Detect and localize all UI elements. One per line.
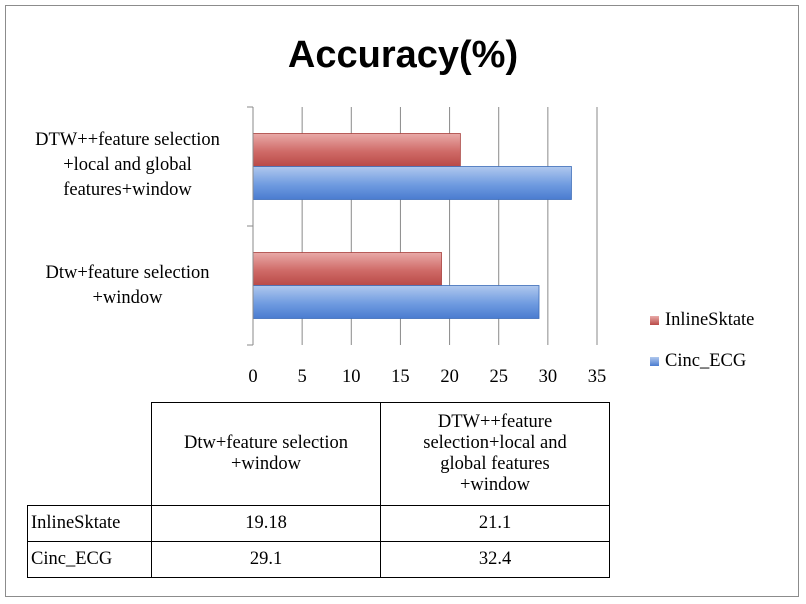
chart-title: Accuracy(%)	[287, 34, 519, 76]
table-row: InlineSktate 19.18 21.1	[27, 505, 610, 542]
bar-cinc-ecg	[252, 285, 540, 319]
category-label-line: +local and global	[63, 155, 192, 175]
chart-frame	[5, 5, 799, 597]
x-tick-label: 10	[342, 367, 361, 387]
table-header-cell: DTW++feature selection+local and global …	[380, 402, 610, 506]
table-row-label: InlineSktate	[27, 505, 152, 542]
data-table: Dtw+feature selection +window DTW++featu…	[27, 402, 610, 578]
x-tick-label: 0	[248, 367, 257, 387]
x-tick-label: 20	[440, 367, 459, 387]
x-tick-label: 15	[391, 367, 410, 387]
bar-inlinesktate	[252, 133, 461, 167]
x-tick-label: 30	[539, 367, 558, 387]
table-row-label: Cinc_ECG	[27, 541, 152, 578]
table-cell: 32.4	[380, 541, 610, 578]
tick-labels: 0 5 10 15 20 25 30 35	[248, 367, 606, 387]
table-cell: 29.1	[151, 541, 381, 578]
legend-label: InlineSktate	[665, 310, 755, 330]
category-label-line: +window	[92, 288, 163, 308]
category-label-line: Dtw+feature selection	[45, 263, 210, 283]
legend-swatch	[650, 315, 659, 325]
bars	[252, 133, 572, 319]
x-tick-label: 5	[298, 367, 307, 387]
bar-inlinesktate	[252, 252, 442, 286]
table-cell: 21.1	[380, 505, 610, 542]
legend-swatch	[650, 356, 659, 366]
x-tick-label: 25	[489, 367, 508, 387]
table-corner-cell	[27, 402, 152, 506]
table-header-row: Dtw+feature selection +window DTW++featu…	[27, 402, 610, 506]
category-label-line: features+window	[63, 180, 192, 200]
axes	[247, 106, 254, 346]
table-cell: 19.18	[151, 505, 381, 542]
bar-cinc-ecg	[252, 166, 572, 200]
legend-label: Cinc_ECG	[665, 351, 747, 371]
category-label: DTW++feature selection +local and global f…	[15, 128, 240, 203]
table-row: Cinc_ECG 29.1 32.4	[27, 541, 610, 578]
category-label-line: DTW++feature selection	[35, 130, 220, 150]
category-label: Dtw+feature selection +window	[15, 261, 240, 311]
x-tick-label: 35	[588, 367, 607, 387]
legend-item: Cinc_ECG	[650, 350, 746, 372]
legend-item: InlineSktate	[650, 309, 754, 331]
table-header-cell: Dtw+feature selection +window	[151, 402, 381, 506]
